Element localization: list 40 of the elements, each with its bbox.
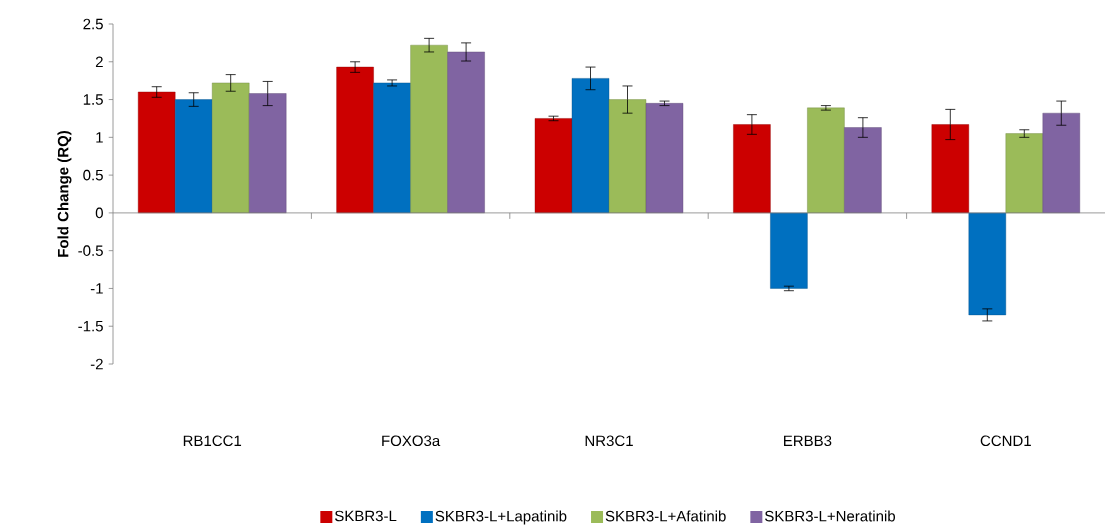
y-tick-label: 0.5 xyxy=(83,169,103,181)
bar xyxy=(447,51,485,214)
bar xyxy=(175,99,213,214)
bar xyxy=(931,124,969,214)
bar xyxy=(733,124,771,214)
bar xyxy=(571,78,610,214)
bar xyxy=(770,212,808,289)
legend-label: SKBR3-L+Lapatinib xyxy=(435,510,567,525)
y-tick-label: 2 xyxy=(95,56,103,68)
bar xyxy=(968,212,1006,316)
bar xyxy=(645,103,684,214)
bar xyxy=(373,82,411,214)
x-tick-label: NR3C1 xyxy=(585,435,633,447)
bar xyxy=(1005,133,1044,214)
legend-label: SKBR3-L+Neratinib xyxy=(765,510,896,522)
bar xyxy=(1042,112,1080,214)
bar xyxy=(212,82,250,214)
y-tick-label: -1 xyxy=(90,283,103,294)
x-tick-label: CCND1 xyxy=(980,435,1031,447)
y-tick-label: -1.5 xyxy=(78,320,103,332)
bar xyxy=(534,118,573,214)
bar xyxy=(336,66,374,214)
y-tick-label: 1 xyxy=(96,132,103,143)
bar xyxy=(608,99,647,214)
x-tick-label: ERBB3 xyxy=(784,435,832,447)
legend-label: SKBR3-L+Afatinib xyxy=(605,510,726,522)
y-tick-label: -0.5 xyxy=(78,245,103,256)
bar xyxy=(807,107,845,214)
bar xyxy=(844,127,882,214)
y-tick-label: 1.5 xyxy=(83,94,103,105)
x-tick-label: FOXO3a xyxy=(382,435,441,447)
y-tick-label: 0 xyxy=(95,207,103,219)
y-axis-title: Fold Change (RQ) xyxy=(57,131,72,257)
x-tick-label: RB1CC1 xyxy=(183,435,242,447)
bar xyxy=(410,44,448,214)
bar xyxy=(138,91,176,214)
y-tick-label: -2 xyxy=(90,358,103,370)
bar xyxy=(249,93,287,214)
legend-label: SKBR3-L xyxy=(335,510,397,522)
y-tick-label: 2.5 xyxy=(83,18,103,30)
